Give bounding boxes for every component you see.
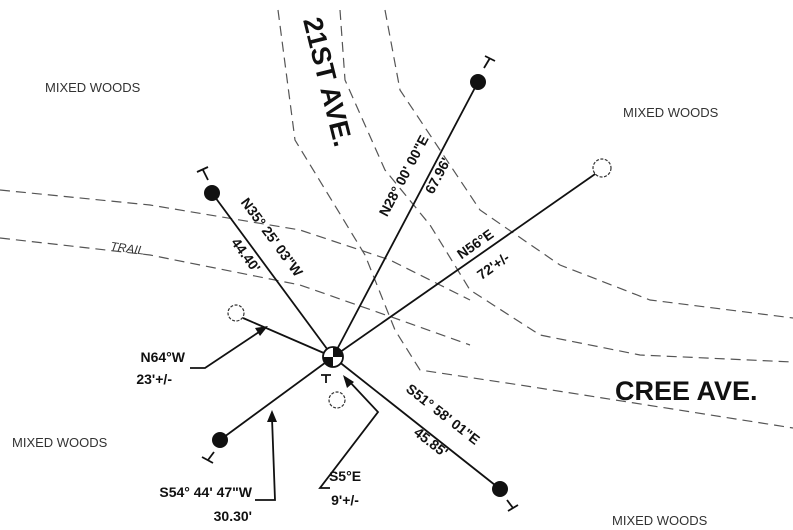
- road-edges: [0, 9, 793, 429]
- bearing: S5°E: [329, 468, 361, 484]
- bearing: S54° 44' 47"W: [159, 484, 252, 500]
- area-label: MIXED WOODS: [612, 513, 708, 528]
- distance: 30.30': [214, 508, 252, 524]
- area-label: MIXED WOODS: [12, 435, 108, 450]
- road-label: 21ST AVE.: [297, 14, 358, 149]
- distance: 9'+/-: [331, 492, 359, 508]
- bearing: N64°W: [141, 349, 186, 365]
- survey-lines: [190, 81, 599, 501]
- survey-points: [196, 55, 612, 512]
- distance: 45.85': [411, 424, 451, 460]
- area-label: MIXED WOODS: [45, 80, 141, 95]
- bearing: N28° 00' 00"E: [376, 132, 432, 219]
- trail-label: TRAIL: [110, 239, 146, 258]
- distance: 67.96': [422, 155, 454, 196]
- area-label: MIXED WOODS: [623, 105, 719, 120]
- bearing: N56°E: [454, 226, 496, 262]
- road-label: CREE AVE.: [615, 376, 758, 406]
- distance: 23'+/-: [136, 371, 172, 387]
